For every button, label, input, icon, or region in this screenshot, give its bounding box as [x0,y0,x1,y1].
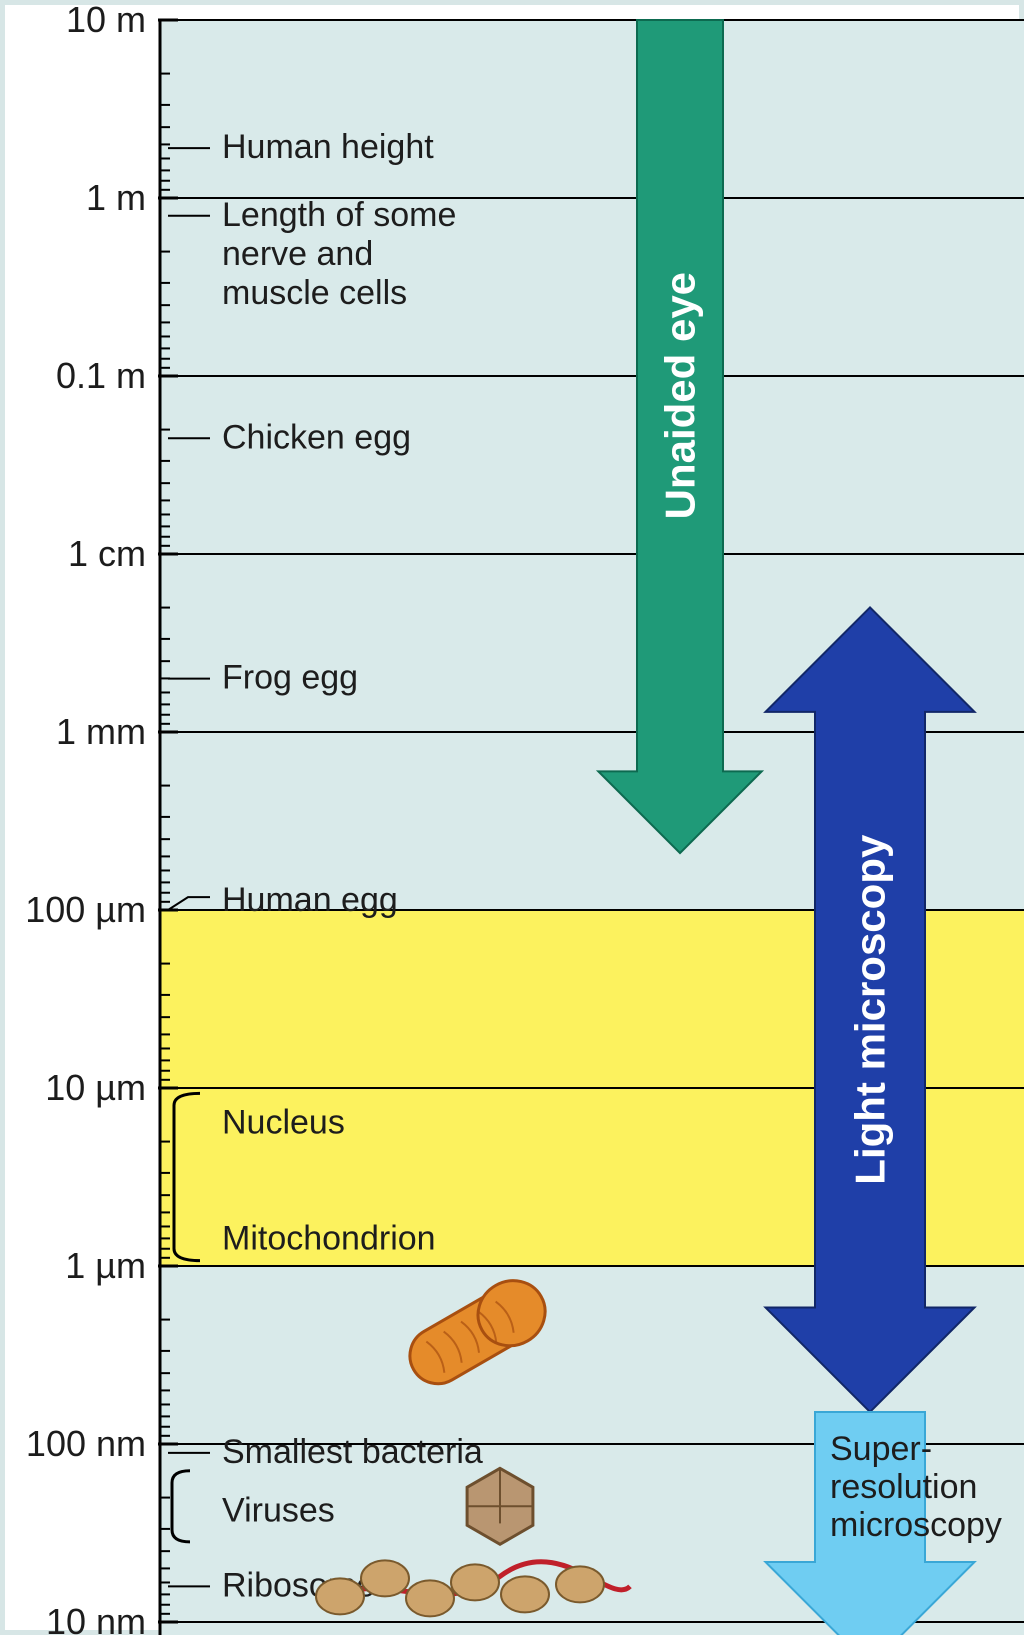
axis-tick-label: 10 nm [46,1601,146,1635]
axis-tick-label: 10 µm [45,1067,146,1108]
axis-tick-label: 100 µm [25,889,146,930]
scale-band [160,376,1024,554]
item-label: Nucleus [222,1104,345,1142]
item-label: Mitochondrion [222,1219,436,1257]
item-label: Chicken egg [222,418,411,456]
axis-tick-label: 0.1 m [56,355,146,396]
axis-tick-label: 100 nm [26,1423,146,1464]
item-label: Human egg [222,881,398,919]
scale-diagram: 10 m 1 m 0.1 m 1 cm 1 mm 100 µm 10 µm 1 µm 100 n… [0,0,1024,1635]
axis-tick-label: 1 mm [56,711,146,752]
item-label: Smallest bacteria [222,1433,483,1471]
scale-band [160,20,1024,198]
axis-tick-label: 10 m [66,0,146,40]
axis-tick-label: 1 m [86,177,146,218]
axis-tick-label: 1 cm [68,533,146,574]
item-label: Viruses [222,1492,335,1530]
axis-tick-label: 1 µm [65,1245,146,1286]
item-label: Frog egg [222,659,358,697]
item-label: Human height [222,128,434,166]
arrow-label: Light microscopy [847,834,894,1185]
arrow-label: Unaided eye [657,272,704,519]
